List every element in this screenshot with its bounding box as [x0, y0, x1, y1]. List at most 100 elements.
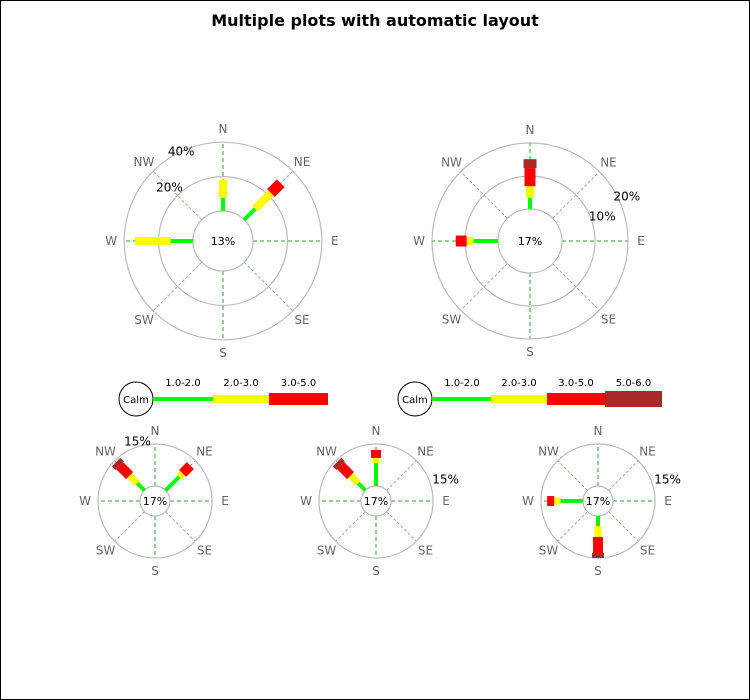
direction-label-W: W	[300, 494, 312, 508]
legend-range-label: 5.0-6.0	[616, 378, 651, 389]
windrose-5: N NE E SE S SW W NW 15% 17%	[522, 424, 681, 578]
spoke-NW	[557, 460, 588, 491]
direction-label-NE: NE	[600, 156, 617, 170]
bar-NW-band-1	[356, 481, 367, 492]
legend-range-label: 3.0-5.0	[558, 378, 593, 389]
direction-label-SW: SW	[442, 312, 462, 326]
direction-label-NE: NE	[639, 445, 656, 459]
direction-label-SE: SE	[294, 313, 309, 327]
legend-2: Calm 1.0-2.0 2.0-3.0 3.0-5.0 5.0-6.0	[397, 378, 662, 417]
bar-NW-band-2	[348, 473, 361, 486]
legend-range-label: 1.0-2.0	[165, 378, 200, 389]
direction-label-SW: SW	[96, 543, 116, 557]
direction-label-SE: SE	[197, 543, 212, 557]
direction-label-N: N	[372, 424, 381, 438]
center-label: 17%	[143, 495, 167, 508]
bar-NW-band-1	[135, 481, 146, 492]
windrose-3: N NE E SE S SW W NW 15% 17%	[79, 424, 229, 578]
windrose-4: N NE E SE S SW W NW 15% 17%	[300, 424, 459, 578]
direction-label-S: S	[594, 564, 602, 578]
direction-label-S: S	[372, 564, 380, 578]
direction-label-W: W	[413, 234, 425, 248]
direction-label-S: S	[219, 346, 227, 360]
legend-swatch-2	[491, 395, 547, 403]
direction-label-E: E	[331, 234, 339, 248]
spoke-SW	[152, 261, 203, 312]
direction-label-S: S	[151, 564, 159, 578]
direction-label-E: E	[221, 494, 229, 508]
direction-label-SE: SE	[418, 543, 433, 557]
direction-label-SE: SE	[640, 543, 655, 557]
legend-swatch-1	[153, 397, 213, 401]
direction-label-NW: NW	[538, 445, 559, 459]
legend-calm-label: Calm	[402, 395, 428, 406]
direction-label-W: W	[105, 234, 117, 248]
legend-range-label: 2.0-3.0	[501, 378, 536, 389]
spoke-NW	[460, 171, 508, 219]
legend-swatch-2	[213, 395, 269, 403]
ring-label: 15%	[654, 473, 681, 487]
direction-label-W: W	[522, 494, 534, 508]
ring-15	[97, 443, 213, 559]
direction-label-N: N	[219, 122, 228, 136]
bar-NE-band-3	[267, 179, 285, 197]
spoke-NE	[386, 460, 417, 491]
bar-NE-band-2	[176, 470, 186, 480]
direction-label-NE: NE	[196, 445, 213, 459]
legend-calm-label: Calm	[123, 395, 149, 406]
calm-circle	[139, 485, 171, 517]
direction-label-SW: SW	[134, 313, 154, 327]
legend-range-label: 2.0-3.0	[223, 378, 258, 389]
legend-calm-circle	[397, 381, 433, 417]
direction-label-SE: SE	[601, 312, 616, 326]
center-label: 17%	[364, 495, 388, 508]
direction-label-S: S	[526, 345, 534, 359]
ring-label: 15%	[124, 434, 151, 448]
legend-swatch-3	[269, 393, 328, 405]
bar-NW-band-4	[332, 457, 345, 470]
bar-NW-band-3	[337, 462, 355, 480]
ring-label: 15%	[432, 473, 459, 487]
bar-NW-band-4	[111, 457, 124, 470]
direction-label-NW: NW	[134, 155, 155, 169]
direction-label-E: E	[442, 494, 450, 508]
legend-1: Calm 1.0-2.0 2.0-3.0 3.0-5.0	[118, 378, 328, 417]
center-label: 17%	[586, 495, 610, 508]
center-label: 17%	[518, 235, 542, 248]
ring-label: 20%	[156, 180, 183, 194]
spoke-NW	[152, 170, 203, 221]
center-label: 13%	[211, 235, 235, 248]
windrose-2: N NE E SE S SW W NW 10% 20% 17%	[413, 123, 645, 359]
spoke-SW	[335, 511, 366, 542]
ring-20	[431, 142, 629, 340]
bar-NW-band-3	[116, 462, 134, 480]
chart-title: Multiple plots with automatic layout	[211, 11, 539, 30]
legend-range-label: 3.0-5.0	[281, 378, 316, 389]
direction-label-NW: NW	[316, 445, 337, 459]
direction-label-NW: NW	[95, 445, 116, 459]
spoke-SE	[243, 261, 294, 312]
legend-swatch-4	[605, 391, 662, 407]
legend-swatch-1	[433, 397, 491, 401]
direction-label-E: E	[664, 494, 672, 508]
direction-label-NW: NW	[441, 156, 462, 170]
ring-label: 20%	[614, 189, 641, 203]
spoke-NE	[608, 460, 639, 491]
spoke-SE	[608, 511, 639, 542]
spoke-SW	[557, 511, 588, 542]
ring-label: 40%	[168, 144, 195, 158]
ring-label: 10%	[589, 210, 616, 224]
ring-40	[123, 141, 323, 341]
direction-label-E: E	[637, 234, 645, 248]
direction-label-N: N	[594, 424, 603, 438]
spoke-SE	[165, 511, 196, 542]
bar-NE-band-1	[242, 207, 257, 222]
legend-range-label: 1.0-2.0	[444, 378, 479, 389]
legend-swatch-3	[547, 393, 605, 405]
direction-label-NE: NE	[417, 445, 434, 459]
ring-15	[318, 443, 434, 559]
direction-label-W: W	[79, 494, 91, 508]
